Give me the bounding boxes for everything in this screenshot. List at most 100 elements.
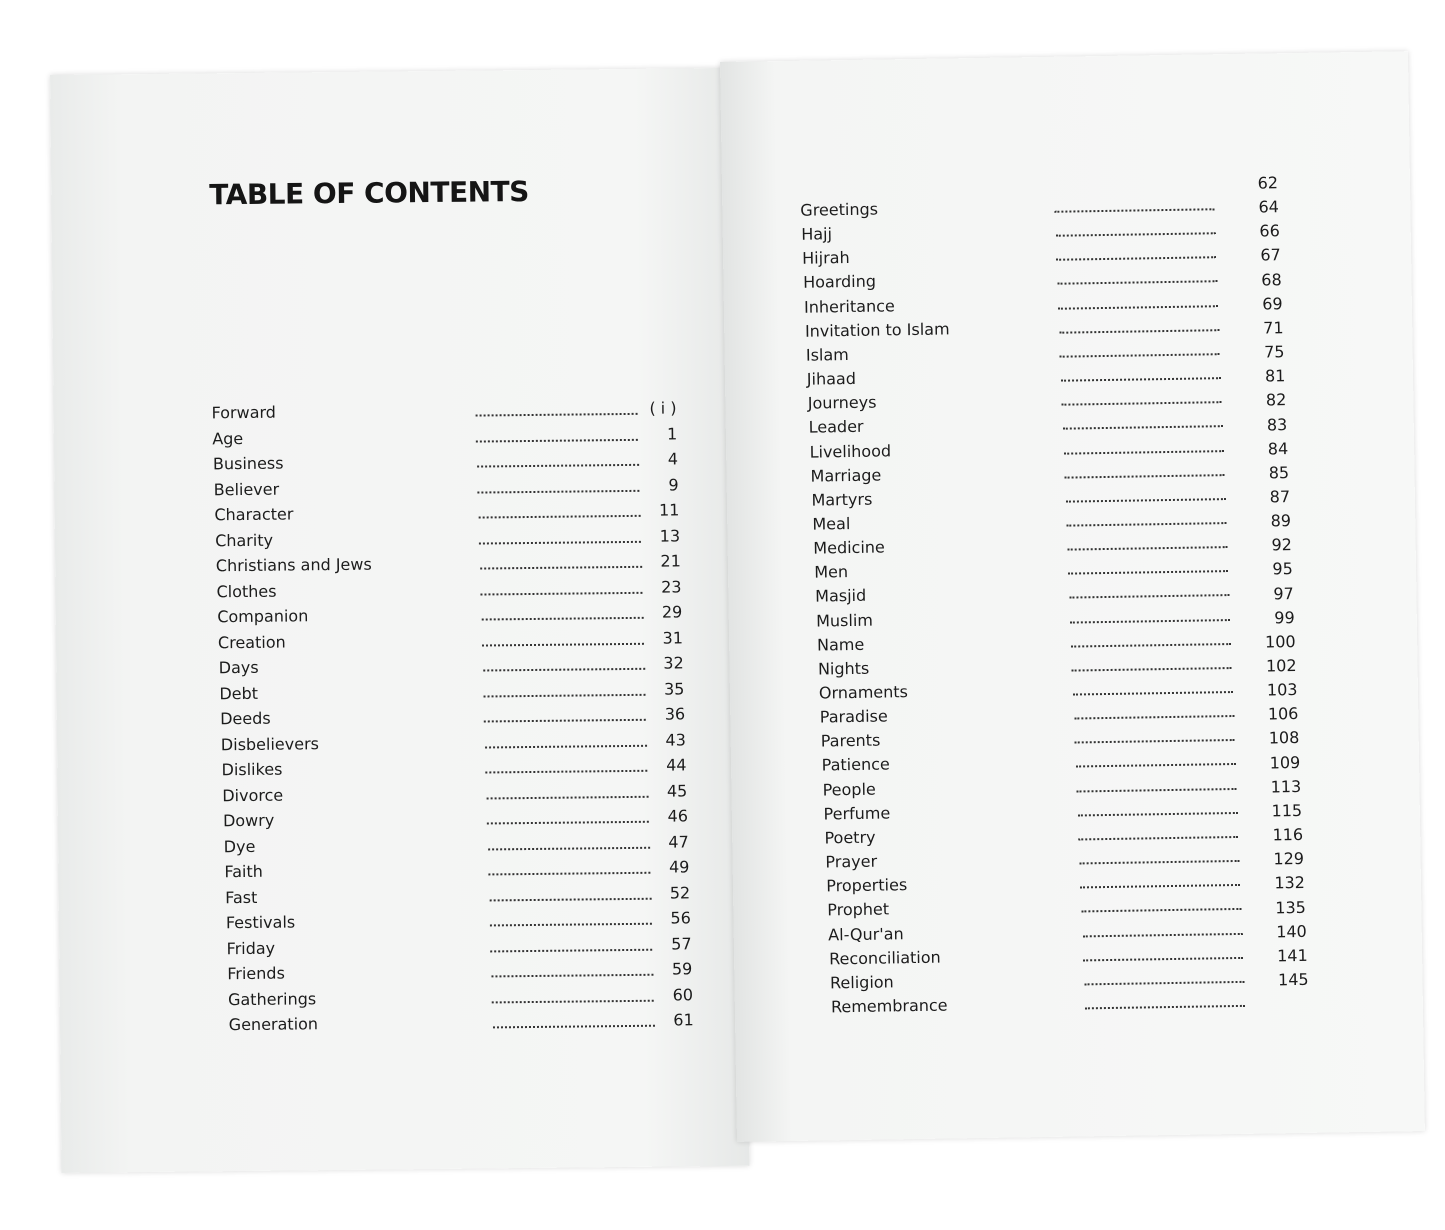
entry-label: Fast: [225, 887, 258, 907]
entry-page-number: 106: [1267, 704, 1299, 724]
dot-leader: [1074, 725, 1235, 744]
dot-leader: [481, 628, 645, 647]
page-title: TABLE OF CONTENTS: [209, 174, 529, 212]
right-page: Greetings 62 Hajj 64 Hijrah 66 Hoarding 67 Inher…: [720, 51, 1425, 1142]
dot-leader: [1072, 677, 1233, 696]
dot-leader: [476, 424, 639, 443]
entry-label: Reconciliation: [828, 947, 941, 969]
entry-page-number: 69: [1262, 293, 1283, 314]
entry-label: Gatherings: [227, 988, 317, 1009]
dot-leader: [486, 781, 649, 799]
entry-label: Ornaments: [818, 682, 909, 703]
toc-entry: Age 1: [212, 424, 692, 453]
entry-page-number: 4: [667, 449, 679, 469]
left-page: TABLE OF CONTENTS Forward ( i ) Age 1 Busine…: [50, 67, 750, 1173]
dot-leader: [1081, 894, 1242, 913]
dot-leader: [484, 704, 647, 723]
dot-leader: [1080, 870, 1241, 889]
dot-leader: [489, 908, 652, 927]
entry-page-number: 145: [1277, 969, 1309, 990]
dot-leader: [481, 602, 644, 621]
dot-leader: [1082, 918, 1243, 937]
entry-label: Livelihood: [809, 440, 892, 462]
entry-page-number: 82: [1265, 390, 1287, 410]
toc-list-right: Greetings 62 Hajj 64 Hijrah 66 Hoarding 67 Inher…: [720, 51, 1408, 1016]
entry-page-number: 11: [658, 500, 680, 520]
entry-page-number: 45: [666, 780, 688, 801]
entry-label: Al-Qur'an: [828, 923, 904, 944]
entry-page-number: 84: [1267, 438, 1289, 459]
entry-label: Religion: [829, 972, 894, 993]
entry-page-number: 83: [1266, 414, 1288, 434]
dot-leader: [478, 500, 641, 519]
entry-label: Parents: [820, 730, 881, 751]
toc-entry: Believer 9: [214, 475, 694, 504]
entry-page-number: 67: [1260, 245, 1281, 265]
dot-leader: [1056, 266, 1218, 286]
entry-page-number: 132: [1274, 873, 1306, 893]
entry-label: Meal: [812, 513, 851, 534]
dot-leader: [1063, 435, 1224, 455]
entry-label: Creation: [217, 632, 286, 652]
entry-label: Journeys: [807, 392, 877, 413]
entry-page-number: 61: [673, 1010, 694, 1030]
entry-label: Business: [212, 453, 284, 474]
entry-page-number: 66: [1259, 221, 1280, 241]
dot-leader: [492, 1010, 655, 1029]
entry-page-number: 29: [661, 602, 683, 622]
dot-leader: [1065, 483, 1226, 503]
dot-leader: [485, 755, 648, 774]
toc-entry: Fast 52: [225, 883, 705, 912]
entry-page-number: 57: [671, 933, 692, 954]
dot-leader: [1059, 339, 1220, 358]
entry-label: Nights: [817, 658, 870, 679]
dot-leader: [486, 806, 650, 825]
entry-label: Dislikes: [221, 759, 283, 780]
toc-entry: Christians and Jews 21: [216, 551, 696, 580]
entry-label: Divorce: [222, 785, 284, 805]
entry-label: Name: [816, 634, 865, 655]
entry-label: Muslim: [815, 610, 874, 631]
entry-page-number: 103: [1266, 680, 1298, 700]
toc-entry: Gatherings 60: [228, 985, 708, 1014]
dot-leader: [475, 398, 638, 417]
toc-entry: Character 11: [214, 500, 694, 529]
dot-leader: [477, 475, 640, 494]
dot-leader: [1068, 556, 1229, 575]
dot-leader: [1062, 411, 1223, 431]
entry-page-number: 9: [668, 474, 679, 495]
entry-label: Paradise: [819, 706, 888, 727]
toc-entry: Friends 59: [227, 959, 707, 988]
entry-page-number: 97: [1273, 583, 1294, 603]
dot-leader: [484, 730, 647, 748]
entry-label: Hajj: [801, 224, 833, 244]
entry-label: People: [822, 779, 876, 800]
entry-page-number: 141: [1277, 945, 1308, 966]
entry-label: Patience: [821, 754, 890, 775]
toc-entry: Divorce 45: [222, 781, 702, 810]
entry-page-number: 13: [659, 525, 681, 546]
entry-page-number: 36: [664, 704, 686, 724]
entry-label: Hoarding: [802, 272, 877, 293]
entry-label: Properties: [826, 875, 908, 896]
toc-entry: Dowry 46: [223, 806, 703, 835]
dot-leader: [1066, 508, 1227, 527]
entry-label: Disbelievers: [220, 733, 320, 754]
dot-leader: [482, 653, 645, 672]
entry-label: Friends: [227, 963, 285, 984]
entry-page-number: 115: [1271, 800, 1303, 821]
dot-leader: [1056, 242, 1217, 262]
entry-page-number: 59: [671, 959, 693, 979]
entry-page-number: 87: [1269, 487, 1291, 507]
entry-page-number: 129: [1273, 849, 1305, 869]
entry-label: Marriage: [810, 465, 882, 486]
dot-leader: [488, 857, 651, 876]
toc-entry: Clothes 23: [216, 577, 696, 606]
toc-entry: Festivals 56: [226, 908, 706, 937]
entry-label: Days: [218, 657, 259, 678]
toc-entry: Generation 61: [229, 1010, 709, 1039]
dot-leader: [476, 449, 640, 468]
entry-page-number: ( i ): [649, 398, 677, 418]
dot-leader: [1082, 942, 1244, 962]
dot-leader: [1084, 990, 1246, 1010]
